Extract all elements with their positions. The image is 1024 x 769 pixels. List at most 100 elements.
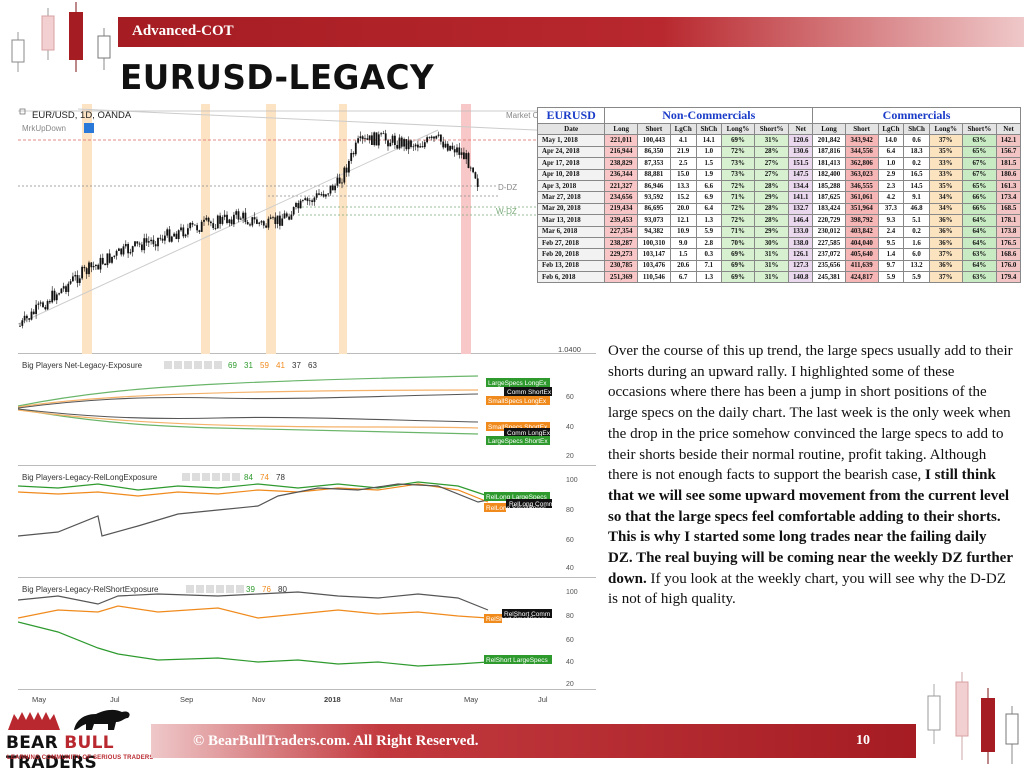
table-row: May 1, 2018 221,011 100,443 4.1 14.1 69% 31% 12… xyxy=(536,134,1021,147)
table-cell: 63% xyxy=(961,134,998,147)
table-cell: 28% xyxy=(753,145,790,159)
table-cell: 73% xyxy=(721,168,755,181)
table-cell: 126.1 xyxy=(788,248,814,261)
candle-body xyxy=(37,303,40,305)
candle-body xyxy=(131,246,134,253)
footer-bar: © BearBullTraders.com. All Right Reserve… xyxy=(151,724,916,758)
candle-body xyxy=(428,137,431,139)
table-cell: 9.1 xyxy=(903,191,930,204)
table-cell: 130.6 xyxy=(788,145,814,159)
candle-body xyxy=(265,225,267,228)
table-cell: 138.0 xyxy=(788,236,814,250)
table-cell: 230,012 xyxy=(812,225,846,238)
cot-table: EURUSD Non-Commercials Commercials Date … xyxy=(536,107,1021,284)
table-cell: 21.9 xyxy=(669,145,697,159)
candle-body xyxy=(327,193,330,195)
candle-body xyxy=(458,147,461,155)
candle-body xyxy=(281,218,284,226)
table-cell: 168.5 xyxy=(996,202,1021,216)
candle-body xyxy=(173,233,175,237)
indicator-title: Big Players-Legacy-RelShortExposure xyxy=(22,585,159,594)
axis-tick: 100 xyxy=(566,477,578,484)
tag-label: SmallSpecs ShortEx xyxy=(488,424,548,431)
candle-body xyxy=(207,217,210,222)
candle-body xyxy=(283,213,286,219)
indicator-relshort-panel[interactable]: Big Players-Legacy-RelShortExposure 39 7… xyxy=(18,578,596,690)
table-cell: 65% xyxy=(961,179,998,193)
table-cell: 2.8 xyxy=(695,236,723,250)
candle-body xyxy=(331,185,334,191)
time-axis: May Jul Sep Nov 2018 Mar May Jul xyxy=(32,695,548,704)
table-cell: 37.3 xyxy=(877,202,905,216)
table-cell: 238,829 xyxy=(604,157,639,170)
table-cell: 178.1 xyxy=(996,214,1021,227)
candle-body xyxy=(108,253,111,263)
tag-label: RelLong Comm xyxy=(509,501,554,508)
time-tick: Sep xyxy=(180,695,193,704)
indicator-rellong-panel[interactable]: Big Players-Legacy-RelLongExposure 84 74… xyxy=(18,466,596,578)
candle-body xyxy=(39,302,42,304)
table-cell: 64% xyxy=(961,236,998,250)
candle-body xyxy=(352,152,355,155)
candle-body xyxy=(472,167,474,173)
table-body: May 1, 2018 221,011 100,443 4.1 14.1 69% 31% 12… xyxy=(536,134,1021,284)
indicator-controls[interactable] xyxy=(182,473,240,481)
candle-body xyxy=(53,290,56,301)
table-cell: 31% xyxy=(753,271,790,284)
candle-body xyxy=(334,185,336,191)
table-cell: 227,585 xyxy=(812,236,846,250)
candle-body xyxy=(196,225,198,231)
candle-body xyxy=(410,140,412,147)
axis-tick: 40 xyxy=(566,659,574,666)
row-date: Mar 13, 2018 xyxy=(536,214,606,227)
candle-body xyxy=(191,222,194,225)
candle-body xyxy=(285,213,288,217)
table-cell: 35% xyxy=(928,145,963,159)
candle-body xyxy=(336,177,339,186)
indicator-controls[interactable] xyxy=(164,361,222,369)
table-cell: 9.0 xyxy=(669,236,697,250)
table-cell: 2.9 xyxy=(877,168,905,181)
indicator-title: Big Players-Legacy-RelLongExposure xyxy=(22,473,158,482)
candle-body xyxy=(164,235,166,241)
row-date: Feb 27, 2018 xyxy=(536,236,606,250)
candle-body xyxy=(104,263,106,266)
table-cell: 182,400 xyxy=(812,168,846,181)
table-cell: 146.4 xyxy=(788,214,814,227)
noncomm-group-header: Non-Commercials xyxy=(604,107,814,124)
table-cell: 234,656 xyxy=(604,191,639,204)
table-cell: 1.6 xyxy=(903,236,930,250)
table-cell: 141.1 xyxy=(788,191,814,204)
candle-body xyxy=(76,275,79,283)
candle-body xyxy=(433,136,435,139)
time-tick: Jul xyxy=(110,695,120,704)
candle-body xyxy=(306,198,309,202)
indicator-net-legacy-panel[interactable]: Big Players Net-Legacy-Exposure 69 31 59… xyxy=(18,354,596,466)
table-cell: 6.7 xyxy=(669,271,697,284)
candle-body xyxy=(101,257,104,264)
candle-body xyxy=(81,266,83,279)
table-cell: 69% xyxy=(721,134,755,147)
table-cell: 404,040 xyxy=(844,236,879,250)
table-cell: 181,413 xyxy=(812,157,846,170)
table-cell: 140.8 xyxy=(788,271,814,284)
candle-body xyxy=(214,228,217,229)
table-cell: 64% xyxy=(961,225,998,238)
col-header: Short xyxy=(637,122,671,136)
table-cell: 29% xyxy=(753,225,790,238)
bear-bull-traders-logo: BEAR BULL TRADERS LEARNING COMMUNITY OF … xyxy=(4,706,154,769)
candle-body xyxy=(180,227,182,231)
settings-gear-icon[interactable] xyxy=(84,123,94,133)
table-cell: 64% xyxy=(961,259,998,273)
candle-body xyxy=(138,243,141,245)
indicator-controls[interactable] xyxy=(186,585,244,593)
table-cell: 66% xyxy=(961,202,998,216)
candle-body xyxy=(19,325,21,327)
axis-tick: 80 xyxy=(566,613,574,620)
tag-label: RelLong SmallSpecs xyxy=(486,505,547,512)
price-chart[interactable]: EUR/USD, 1D, OANDA MrkUpDown Market C D-… xyxy=(18,104,596,354)
table-cell: 14.0 xyxy=(877,134,905,147)
table-cell: 183,424 xyxy=(812,202,846,216)
candle-body xyxy=(49,301,51,303)
candle-body xyxy=(147,241,150,243)
